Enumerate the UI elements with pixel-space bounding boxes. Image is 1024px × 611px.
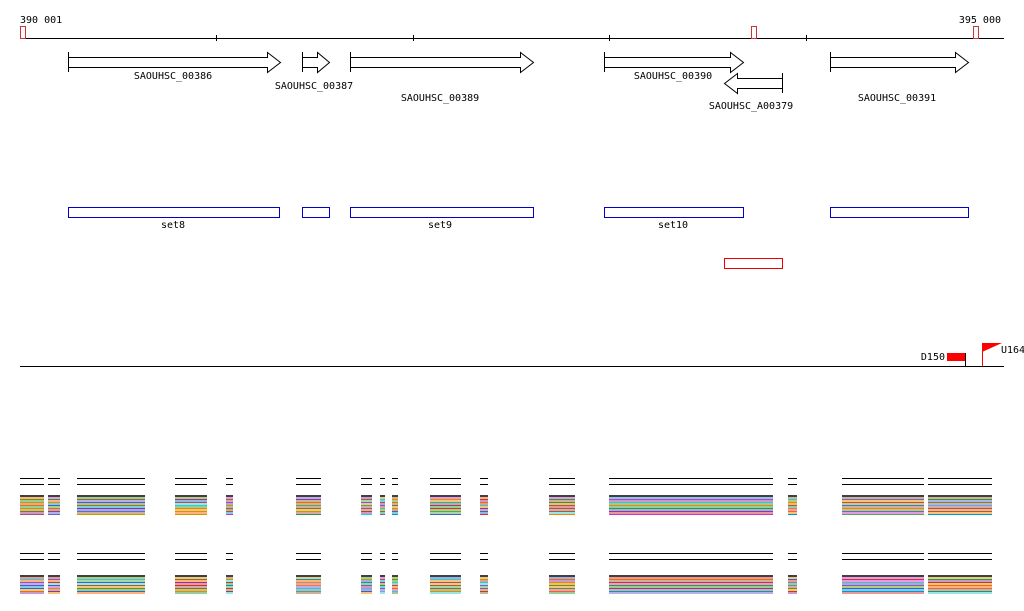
set-boxes: [68, 207, 969, 269]
ruler-flags: [20, 26, 979, 39]
set-label: set8: [161, 220, 185, 231]
gene-arrows: [68, 51, 970, 95]
gene-label: SAOUHSC_00387: [275, 81, 353, 92]
gene-label: SAOUHSC_A00379: [709, 101, 793, 112]
ruler-start: 390 001: [20, 15, 62, 26]
coverage-tracks: [20, 478, 992, 594]
primer-d: [947, 353, 965, 361]
marker-label: U164: [1001, 345, 1024, 356]
set-label: set10: [658, 220, 688, 231]
marker-label: D150: [921, 352, 945, 363]
ruler-end: 395 000: [959, 15, 1001, 26]
ruler-ticks: [216, 35, 807, 41]
gene-label: SAOUHSC_00390: [634, 71, 712, 82]
gene-label: SAOUHSC_00391: [858, 93, 936, 104]
gene-label: SAOUHSC_00389: [401, 93, 479, 104]
gene-label: SAOUHSC_00386: [134, 71, 212, 82]
set-label: set9: [428, 220, 452, 231]
primer-u-flag: [982, 343, 1002, 352]
